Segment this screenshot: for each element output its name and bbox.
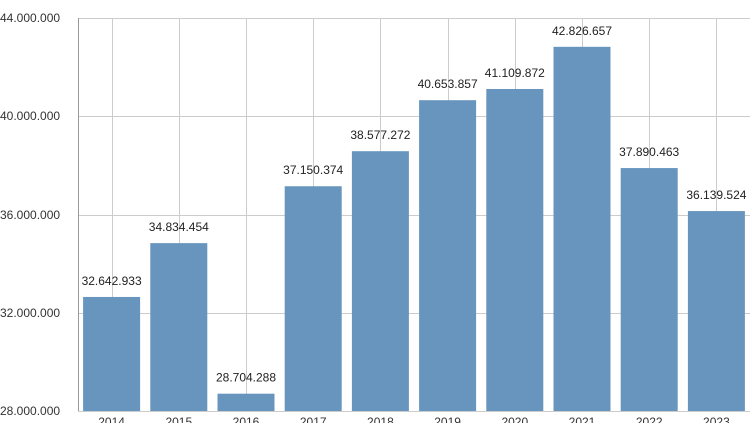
x-tick-label: 2015 [165, 415, 192, 423]
x-axis: 2014 2015 2016 2017 2018 2019 2020 2021 2022 2023 [98, 415, 730, 423]
bar-2015 [150, 243, 208, 411]
x-tick-label: 2018 [367, 415, 394, 423]
data-label-2020: 41.109.872 [485, 66, 545, 80]
bar-2014 [83, 296, 141, 411]
bar-2023 [687, 211, 745, 411]
bar-2017 [284, 186, 342, 411]
data-label-2014: 32.642.933 [82, 274, 142, 288]
data-label-2019: 40.653.857 [418, 77, 478, 91]
x-tick-label: 2017 [300, 415, 327, 423]
x-tick-label: 2023 [703, 415, 730, 423]
bar-2022 [620, 168, 678, 411]
bars [83, 46, 745, 412]
data-label-2021: 42.826.657 [552, 24, 612, 38]
bar-2018 [351, 151, 409, 412]
data-labels: 32.642.933 34.834.454 28.704.288 37.150.374… [82, 24, 747, 385]
bar-2019 [419, 100, 477, 411]
x-tick-label: 2016 [233, 415, 260, 423]
data-label-2015: 34.834.454 [149, 220, 209, 234]
bar-2020 [486, 88, 544, 411]
x-tick-label: 2022 [636, 415, 663, 423]
x-tick-label: 2019 [434, 415, 461, 423]
y-tick-label: 36.000.000 [0, 208, 60, 222]
y-axis: 28.000.000 32.000.000 36.000.000 40.000.000… [0, 11, 79, 418]
x-tick-label: 2020 [501, 415, 528, 423]
y-tick-label: 32.000.000 [0, 306, 60, 320]
y-tick-label: 28.000.000 [0, 404, 60, 418]
bar-2016 [217, 393, 275, 411]
y-tick-label: 40.000.000 [0, 109, 60, 123]
y-tick-label: 44.000.000 [0, 11, 60, 25]
data-label-2022: 37.890.463 [619, 145, 679, 159]
data-label-2023: 36.139.524 [686, 188, 746, 202]
x-tick-label: 2021 [569, 415, 596, 423]
data-label-2016: 28.704.288 [216, 371, 276, 385]
data-label-2017: 37.150.374 [283, 163, 343, 177]
data-label-2018: 38.577.272 [350, 128, 410, 142]
x-tick-label: 2014 [98, 415, 125, 423]
bar-2021 [553, 46, 611, 411]
